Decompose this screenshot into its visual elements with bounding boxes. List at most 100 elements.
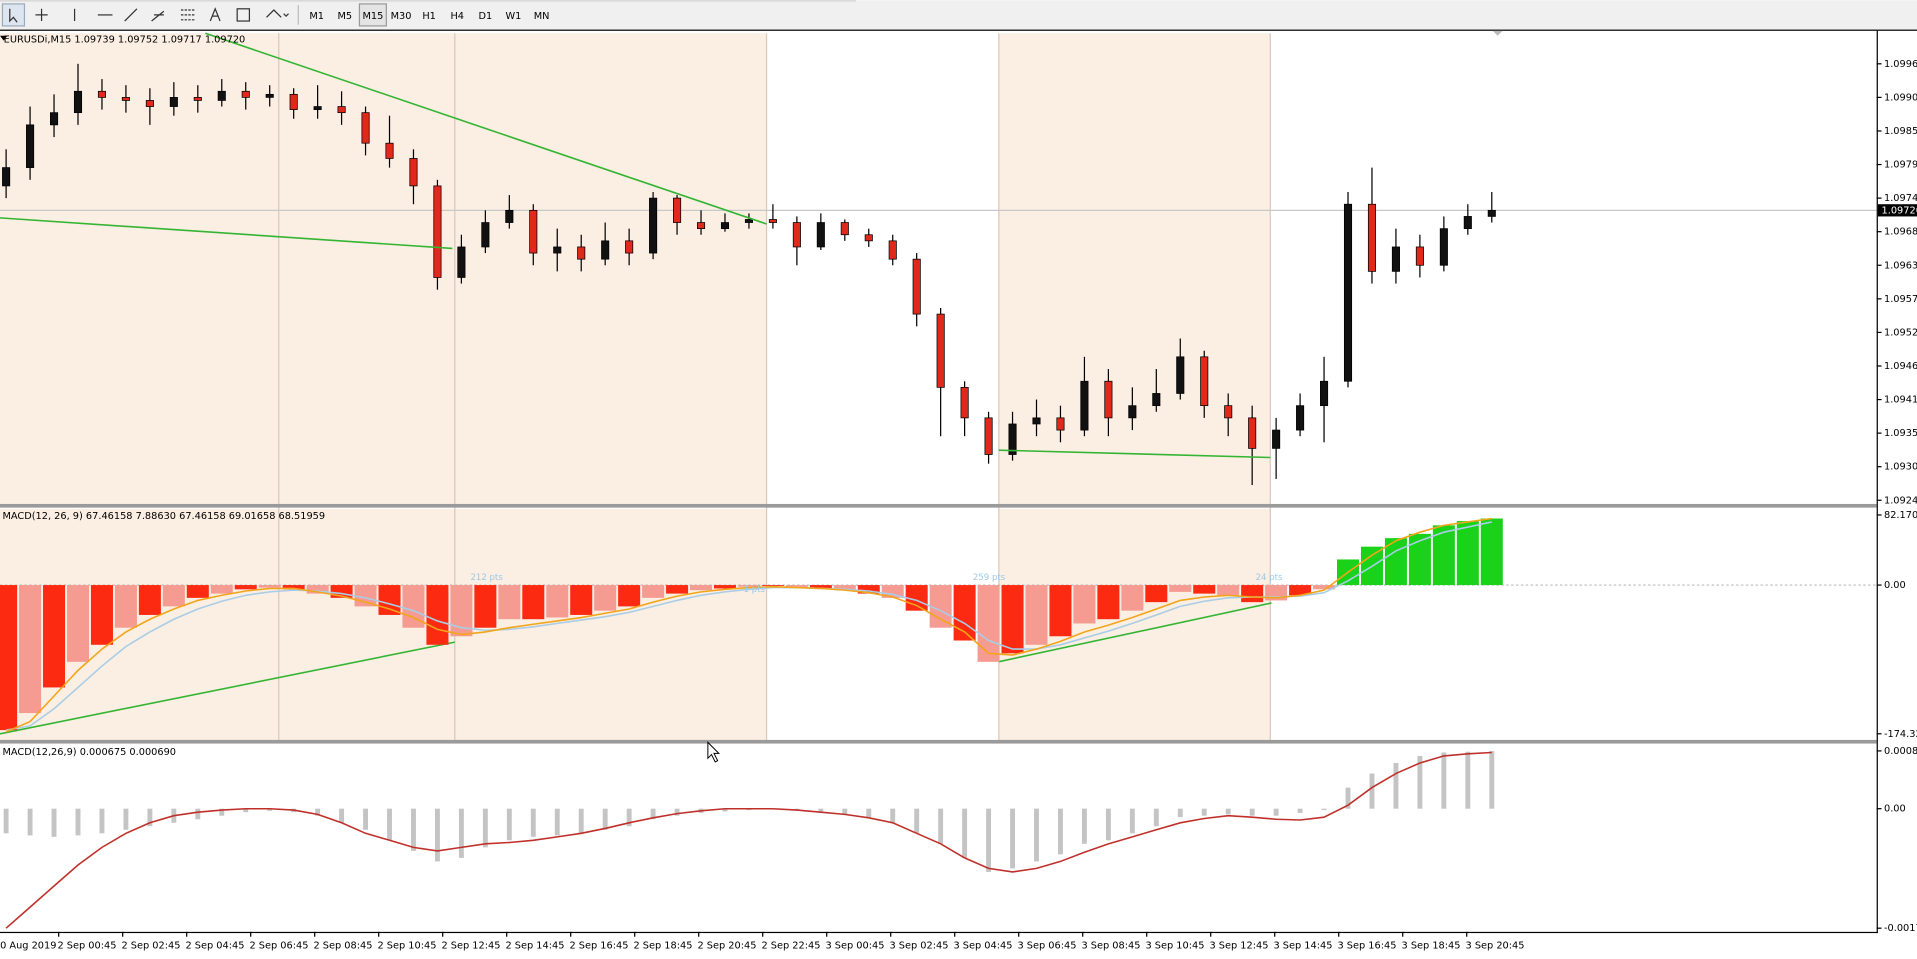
histogram-bar xyxy=(761,585,784,586)
histogram-bar xyxy=(1129,808,1135,834)
histogram-bar xyxy=(363,808,368,830)
time-label: 2 Sep 20:45 xyxy=(697,940,756,951)
histogram-bar xyxy=(1049,585,1072,637)
histogram-bar xyxy=(282,585,305,590)
time-label: 3 Sep 08:45 xyxy=(1081,940,1140,951)
price-candles xyxy=(0,63,1877,486)
time-label: 2 Sep 04:45 xyxy=(185,940,244,951)
histogram-bar xyxy=(162,585,185,607)
histogram-bar xyxy=(1321,808,1327,811)
histogram-bar xyxy=(1432,525,1455,586)
histogram-bar xyxy=(842,808,848,815)
time-label: 2 Sep 08:45 xyxy=(313,940,372,951)
histogram-bar xyxy=(411,808,416,851)
mouse-cursor xyxy=(707,741,721,763)
histogram-bar xyxy=(267,808,273,811)
timeframe-button[interactable]: M5 xyxy=(337,11,352,22)
time-label: 2 Sep 14:45 xyxy=(505,940,564,951)
histogram-bar xyxy=(51,808,57,837)
histogram-bar xyxy=(99,808,105,834)
candle-body xyxy=(121,97,130,101)
histogram-bar xyxy=(1456,521,1479,586)
price-label: 0.00 xyxy=(1884,580,1906,591)
time-axis-line xyxy=(0,931,1878,934)
histogram-bar xyxy=(1408,533,1431,586)
annotation: 24 pts xyxy=(1256,573,1283,583)
shift-marker[interactable] xyxy=(1492,30,1503,36)
histogram-bar xyxy=(522,585,545,620)
candle-body xyxy=(960,386,969,419)
time-label: 3 Sep 06:45 xyxy=(1017,940,1076,951)
histogram-bar xyxy=(602,808,608,830)
histogram-bar xyxy=(833,585,856,591)
candle-body xyxy=(1296,405,1305,431)
timeframe-bar: M1 M5 M15 M30 H1 H4 D1 W1 MN xyxy=(309,3,550,27)
toolbar xyxy=(0,0,1917,30)
time-label: 2 Sep 06:45 xyxy=(249,940,308,951)
timeframe-button[interactable]: H4 xyxy=(450,11,464,22)
candle-body xyxy=(864,234,873,242)
histogram-bar xyxy=(929,585,952,628)
timeframe-button[interactable]: M1 xyxy=(309,11,324,22)
last-price-box xyxy=(1877,204,1917,217)
histogram-bar xyxy=(1273,808,1279,816)
candle-body xyxy=(1367,203,1377,272)
timeframe-button[interactable]: D1 xyxy=(478,11,492,22)
histogram-bar xyxy=(1465,751,1471,809)
histogram-bar xyxy=(1241,585,1264,603)
histogram-bar xyxy=(1034,808,1039,862)
timeframe-button[interactable]: W1 xyxy=(506,11,522,22)
candle-body xyxy=(73,90,83,114)
macd-pane xyxy=(3,751,1495,929)
histogram-bar xyxy=(195,808,201,820)
histogram-bar xyxy=(138,585,161,615)
candle-body xyxy=(1391,246,1400,272)
histogram-bar xyxy=(0,585,18,731)
price-label: 1.09795 xyxy=(1884,160,1917,171)
annotation: 259 pts xyxy=(973,573,1006,583)
candle-body xyxy=(1104,380,1113,419)
histogram-bar xyxy=(1289,585,1312,596)
candle-body xyxy=(768,219,777,223)
drawing-tools[interactable] xyxy=(1,3,299,27)
histogram-bar xyxy=(1384,538,1407,586)
timeframe-button[interactable]: M30 xyxy=(391,11,412,22)
candle-body xyxy=(1487,209,1496,217)
price-label: 1.09355 xyxy=(1884,428,1917,439)
histogram-bar xyxy=(1345,787,1351,809)
histogram-bar xyxy=(1177,808,1183,818)
histogram-bar xyxy=(554,808,560,836)
histogram-bar xyxy=(234,585,257,590)
price-label: 0.000822 xyxy=(1884,746,1917,757)
timeframe-button[interactable]: M15 xyxy=(362,11,383,22)
candle-body xyxy=(553,246,562,254)
timeframe-button[interactable]: H1 xyxy=(422,11,436,22)
indicator-header: MACD(12, 26, 9) 67.46158 7.88630 67.4615… xyxy=(2,511,325,522)
candle-body xyxy=(169,97,178,107)
histogram-bar xyxy=(722,808,728,812)
histogram-bar xyxy=(650,808,656,820)
histogram-bar xyxy=(426,585,449,645)
histogram-bar xyxy=(857,585,880,594)
histogram-bar xyxy=(1480,518,1503,586)
time-label: 3 Sep 10:45 xyxy=(1145,940,1204,951)
histogram-bar xyxy=(1145,585,1168,603)
histogram-bar xyxy=(1225,808,1231,815)
candle-body xyxy=(720,222,730,230)
candle-body xyxy=(577,246,586,260)
timeframe-button[interactable]: MN xyxy=(534,11,550,22)
indicator-line xyxy=(5,521,1492,731)
price-label: 1.09245 xyxy=(1884,495,1917,506)
histogram-bar xyxy=(258,585,281,588)
candle-body xyxy=(1080,380,1089,431)
time-label: 3 Sep 18:45 xyxy=(1402,940,1461,951)
candle-body xyxy=(265,93,274,98)
histogram-bar xyxy=(1010,808,1015,869)
trend-lines xyxy=(0,32,1272,735)
candle-body xyxy=(50,112,59,126)
candle-body xyxy=(1343,203,1353,382)
collapse-icon[interactable] xyxy=(0,35,8,41)
histogram-bar xyxy=(690,585,713,591)
candle-body xyxy=(840,222,849,236)
